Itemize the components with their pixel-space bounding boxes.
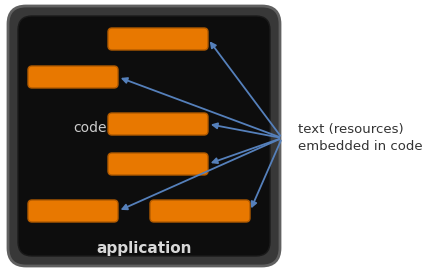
FancyBboxPatch shape <box>150 200 250 222</box>
Text: application: application <box>96 240 192 255</box>
FancyBboxPatch shape <box>108 153 208 175</box>
FancyBboxPatch shape <box>8 6 280 266</box>
Text: text (resources)
embedded in code: text (resources) embedded in code <box>298 123 423 153</box>
FancyBboxPatch shape <box>28 200 118 222</box>
FancyBboxPatch shape <box>18 16 270 256</box>
FancyBboxPatch shape <box>108 28 208 50</box>
FancyBboxPatch shape <box>28 66 118 88</box>
FancyBboxPatch shape <box>108 113 208 135</box>
Text: code: code <box>73 121 107 135</box>
